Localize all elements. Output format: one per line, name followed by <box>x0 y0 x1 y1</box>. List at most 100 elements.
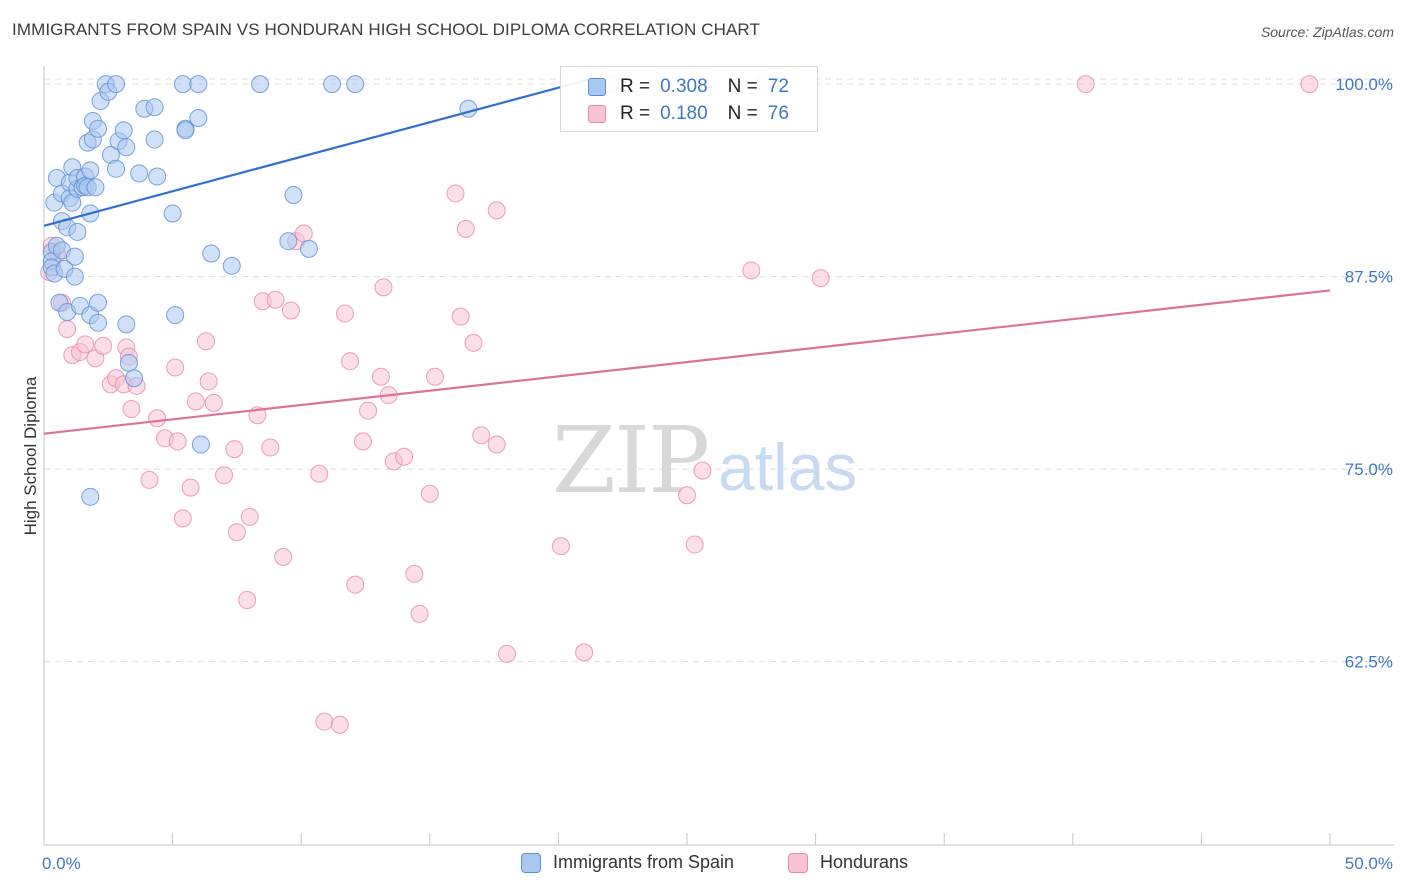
point-honduras <box>1300 75 1319 94</box>
point-spain <box>148 167 167 186</box>
point-honduras <box>76 335 95 354</box>
point-honduras <box>199 372 218 391</box>
point-honduras <box>197 332 216 351</box>
series-legend-spain[interactable]: Immigrants from Spain <box>521 852 734 873</box>
point-honduras <box>487 201 506 220</box>
point-spain <box>68 222 87 241</box>
y-tick-label: 87.5% <box>1345 268 1393 287</box>
point-spain <box>189 108 208 127</box>
point-spain <box>89 119 108 138</box>
point-honduras <box>420 484 439 503</box>
tick-labels: 100.0% 87.5% 75.0% 62.5% 0.0% 50.0% <box>42 75 1393 873</box>
y-tick-label: 75.0% <box>1345 460 1393 479</box>
point-honduras <box>742 261 761 280</box>
point-honduras <box>148 409 167 428</box>
point-honduras <box>374 278 393 297</box>
point-spain <box>279 232 298 251</box>
point-honduras <box>464 333 483 352</box>
legend-row-honduras: R = 0.180 N = 76 <box>561 102 809 126</box>
point-spain <box>119 353 138 372</box>
point-spain <box>107 159 126 178</box>
point-honduras <box>341 352 360 371</box>
point-honduras <box>215 466 234 485</box>
series-legend: Immigrants from Spain Hondurans <box>0 852 1406 878</box>
point-spain <box>189 75 208 94</box>
point-honduras <box>261 438 280 457</box>
point-spain <box>251 75 270 94</box>
point-honduras <box>346 575 365 594</box>
point-honduras <box>281 301 300 320</box>
point-spain <box>114 121 133 140</box>
point-honduras <box>294 224 313 243</box>
point-honduras <box>315 712 334 731</box>
point-honduras <box>58 319 77 338</box>
point-honduras <box>227 523 246 542</box>
chart-title: IMMIGRANTS FROM SPAIN VS HONDURAN HIGH S… <box>12 20 760 39</box>
series-label-honduras: Hondurans <box>820 852 909 872</box>
axes <box>43 66 1394 846</box>
point-honduras <box>446 184 465 203</box>
legend-n-value: 76 <box>767 103 789 124</box>
point-spain <box>117 315 136 334</box>
legend-n-label: N = <box>727 76 758 97</box>
trend-line-honduras <box>43 289 1331 435</box>
point-honduras <box>575 643 594 662</box>
point-spain <box>117 138 136 157</box>
point-honduras <box>405 564 424 583</box>
point-spain <box>89 313 108 332</box>
point-spain <box>222 256 241 275</box>
point-spain <box>65 267 84 286</box>
point-spain <box>323 75 342 94</box>
point-honduras <box>266 290 285 309</box>
point-honduras <box>240 507 259 526</box>
point-honduras <box>173 509 192 528</box>
legend-swatch-spain <box>588 78 606 96</box>
point-honduras <box>395 447 414 466</box>
x-tick-label: 0.0% <box>42 854 81 873</box>
point-honduras <box>186 392 205 411</box>
point-honduras <box>693 461 712 480</box>
point-honduras <box>359 401 378 420</box>
point-honduras <box>425 367 444 386</box>
point-honduras <box>371 367 390 386</box>
point-honduras <box>811 269 830 288</box>
point-spain <box>125 369 144 388</box>
point-spain <box>163 204 182 223</box>
point-honduras <box>94 336 113 355</box>
point-honduras <box>456 219 475 238</box>
point-honduras <box>204 393 223 412</box>
legend-r-label: R = <box>620 76 651 97</box>
point-spain <box>145 98 164 117</box>
point-spain <box>173 75 192 94</box>
point-honduras <box>166 358 185 377</box>
series-swatch-spain <box>521 852 541 873</box>
point-spain <box>65 247 84 266</box>
legend-n-label: N = <box>727 103 758 124</box>
point-honduras <box>410 604 429 623</box>
point-spain <box>81 487 100 506</box>
point-honduras <box>225 440 244 459</box>
y-axis-label: High School Diploma <box>21 376 40 535</box>
legend-r-value: 0.180 <box>660 103 708 124</box>
watermark-atlas: atlas <box>718 430 857 504</box>
point-spain <box>145 130 164 149</box>
point-honduras <box>353 432 372 451</box>
point-spain <box>166 306 185 325</box>
series-legend-honduras[interactable]: Hondurans <box>788 852 908 873</box>
y-tick-label: 62.5% <box>1345 653 1393 672</box>
scatter-points <box>40 75 1319 734</box>
trend-lines <box>43 78 1331 435</box>
point-spain <box>130 164 149 183</box>
gridlines <box>44 78 1394 663</box>
point-honduras <box>330 715 349 734</box>
point-spain <box>299 239 318 258</box>
point-honduras <box>335 304 354 323</box>
point-honduras <box>181 478 200 497</box>
point-spain <box>191 435 210 454</box>
point-honduras <box>238 591 257 609</box>
point-honduras <box>140 470 159 489</box>
point-honduras <box>1076 75 1095 94</box>
point-spain <box>89 293 108 312</box>
watermark: ZIP atlas <box>552 407 857 514</box>
